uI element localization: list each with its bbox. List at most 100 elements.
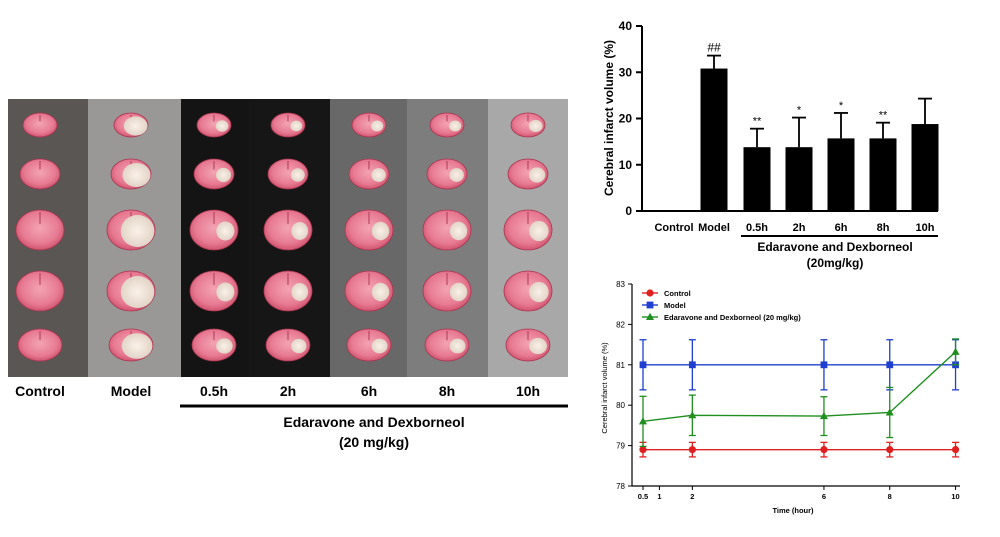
photo-column-label: 2h <box>280 383 296 399</box>
data-point <box>951 446 960 454</box>
photo-column-label: 6h <box>361 383 377 399</box>
brain-slices <box>15 112 553 362</box>
line-x-ticks: 0.5 1 2 6 8 10 <box>638 486 960 501</box>
line-x-tick-label: 8 <box>888 492 892 501</box>
significance-marker: * <box>797 105 802 117</box>
brain-slice <box>106 209 156 251</box>
line-x-axis-label: Time (hour) <box>772 506 814 515</box>
line-y-tick-label: 78 <box>616 482 625 491</box>
line-y-tick-label: 80 <box>616 401 625 410</box>
bar-x-tick-label: 0.5h <box>746 222 768 234</box>
brain-slice <box>15 209 65 251</box>
data-point <box>688 361 696 369</box>
bar-group-label: Edaravone and Dexborneol <box>757 240 912 254</box>
data-point <box>639 417 647 425</box>
brain-slice <box>110 158 152 190</box>
bar-y-ticks: 0 10 20 30 40 <box>619 19 642 218</box>
bar-chart: Cerebral infarct volume (%) 0 10 20 30 40 ##… <box>602 19 939 270</box>
line-legend: Control Model Edaravone and Dexborneol (20… <box>642 289 801 322</box>
line-series-group <box>639 338 960 448</box>
brain-slice <box>113 112 149 138</box>
bar-y-axis-label: Cerebral infarct volume (%) <box>602 40 616 196</box>
line-y-tick-label: 81 <box>616 361 625 370</box>
legend-label: Control <box>664 289 691 298</box>
legend-marker <box>646 289 654 297</box>
bar <box>869 138 897 211</box>
photo-column-label: Model <box>111 383 151 399</box>
brain-slice <box>191 328 237 362</box>
line-x-tick-label: 10 <box>951 492 959 501</box>
brain-slice <box>265 328 311 362</box>
brain-slice <box>22 112 58 138</box>
photo-column-label: 10h <box>516 383 540 399</box>
line-series <box>639 338 960 458</box>
data-point <box>639 446 647 454</box>
brain-slice <box>106 270 156 312</box>
bar-x-tick-label: 6h <box>835 222 848 234</box>
brain-slice <box>344 270 394 312</box>
brain-slice <box>196 112 232 138</box>
brain-slice <box>193 158 235 190</box>
line-x-tick-label: 2 <box>690 492 694 501</box>
bar-y-tick-label: 0 <box>625 204 632 218</box>
line-x-tick-label: 6 <box>822 492 826 501</box>
data-point <box>688 446 696 454</box>
line-y-ticks: 78 79 80 81 82 83 <box>616 280 632 491</box>
bar-x-tick-labels: Control Model 0.5h 2h 6h 8h 10h <box>654 222 934 234</box>
treatment-label: Edaravone and Dexborneol <box>283 414 464 430</box>
brain-slice <box>503 270 553 312</box>
significance-marker: ## <box>707 41 721 55</box>
brain-slice <box>351 112 387 138</box>
bar <box>743 147 771 211</box>
legend-label: Model <box>664 301 686 310</box>
brain-slice <box>510 112 546 138</box>
brain-slice <box>422 209 472 251</box>
significance-marker: ** <box>879 110 888 122</box>
photo-column-label: 0.5h <box>200 383 228 399</box>
significance-marker: * <box>839 100 844 112</box>
line-y-tick-label: 79 <box>616 442 625 451</box>
brain-slice <box>15 270 65 312</box>
line-x-tick-label: 1 <box>657 492 661 501</box>
brain-slice <box>270 112 306 138</box>
brain-slice <box>263 270 313 312</box>
brain-slice <box>505 328 551 362</box>
bar-x-tick-label: Control <box>654 222 693 234</box>
photo-column-label: Control <box>15 383 65 399</box>
brain-slice <box>424 328 470 362</box>
data-point <box>688 411 697 419</box>
legend-label: Edaravone and Dexborneol (20 mg/kg) <box>664 313 801 322</box>
photo-column-label: 8h <box>439 383 455 399</box>
brain-slice <box>348 158 390 190</box>
data-point <box>885 408 894 416</box>
bar-group-dose: (20mg/kg) <box>807 256 864 270</box>
line-chart: Cerebral infarct volume (%) 787980818283… <box>600 280 960 515</box>
brain-slice <box>263 209 313 251</box>
brain-slice <box>108 328 154 362</box>
line-series-group <box>639 441 960 458</box>
bar-x-tick-label: 10h <box>916 222 935 234</box>
brain-slice <box>267 158 309 190</box>
photo-column-labels: Control Model 0.5h 2h 6h 8h 10h <box>15 383 540 399</box>
data-point <box>886 446 894 454</box>
data-point <box>820 446 828 454</box>
brain-slice <box>19 158 61 190</box>
data-point <box>820 361 828 369</box>
data-point <box>886 361 894 369</box>
brain-slice <box>344 209 394 251</box>
data-point <box>951 347 960 355</box>
bar-series: ##*** *** <box>700 41 939 211</box>
bar <box>911 124 939 211</box>
line-x-tick-label: 0.5 <box>638 492 648 501</box>
brain-slice <box>503 209 553 251</box>
bar-x-tick-label: Model <box>698 222 730 234</box>
brain-slice <box>429 112 465 138</box>
bar-x-tick-label: 2h <box>793 222 806 234</box>
significance-marker: ** <box>753 116 762 128</box>
line-y-tick-label: 83 <box>616 280 625 289</box>
line-y-axis-label: Cerebral infarct volume (%) <box>600 342 609 434</box>
bar <box>785 147 813 211</box>
dose-label: (20 mg/kg) <box>339 434 409 450</box>
bar-y-tick-label: 10 <box>619 158 633 172</box>
